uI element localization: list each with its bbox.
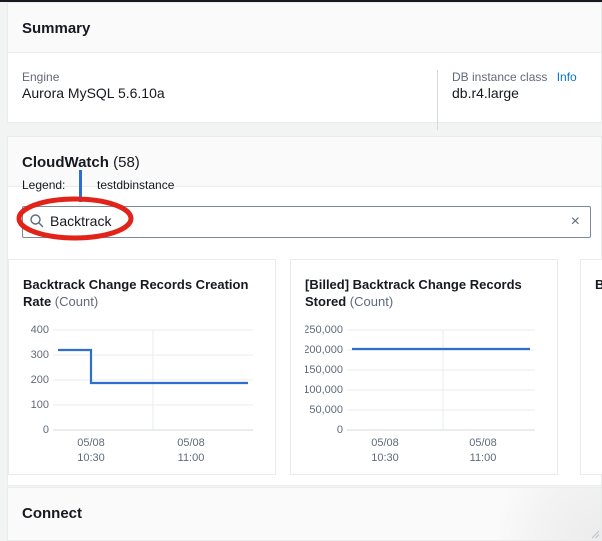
svg-text:05/08: 05/08 [77,437,105,449]
svg-text:05/08: 05/08 [371,437,399,449]
svg-text:11:00: 11:00 [178,452,205,464]
svg-text:100,000: 100,000 [305,384,343,396]
svg-text:100: 100 [31,399,49,411]
svg-text:50,000: 50,000 [309,404,343,416]
svg-text:250,000: 250,000 [305,324,343,336]
svg-text:0: 0 [337,424,343,436]
svg-text:0: 0 [43,424,49,436]
svg-text:150,000: 150,000 [305,364,343,376]
svg-text:10:30: 10:30 [371,452,399,464]
svg-text:200: 200 [31,374,49,386]
svg-text:11:00: 11:00 [470,452,497,464]
svg-text:05/08: 05/08 [469,437,497,449]
svg-text:200,000: 200,000 [305,344,343,356]
svg-text:400: 400 [31,324,49,336]
svg-text:300: 300 [31,349,49,361]
svg-text:10:30: 10:30 [77,452,105,464]
svg-text:05/08: 05/08 [177,437,205,449]
